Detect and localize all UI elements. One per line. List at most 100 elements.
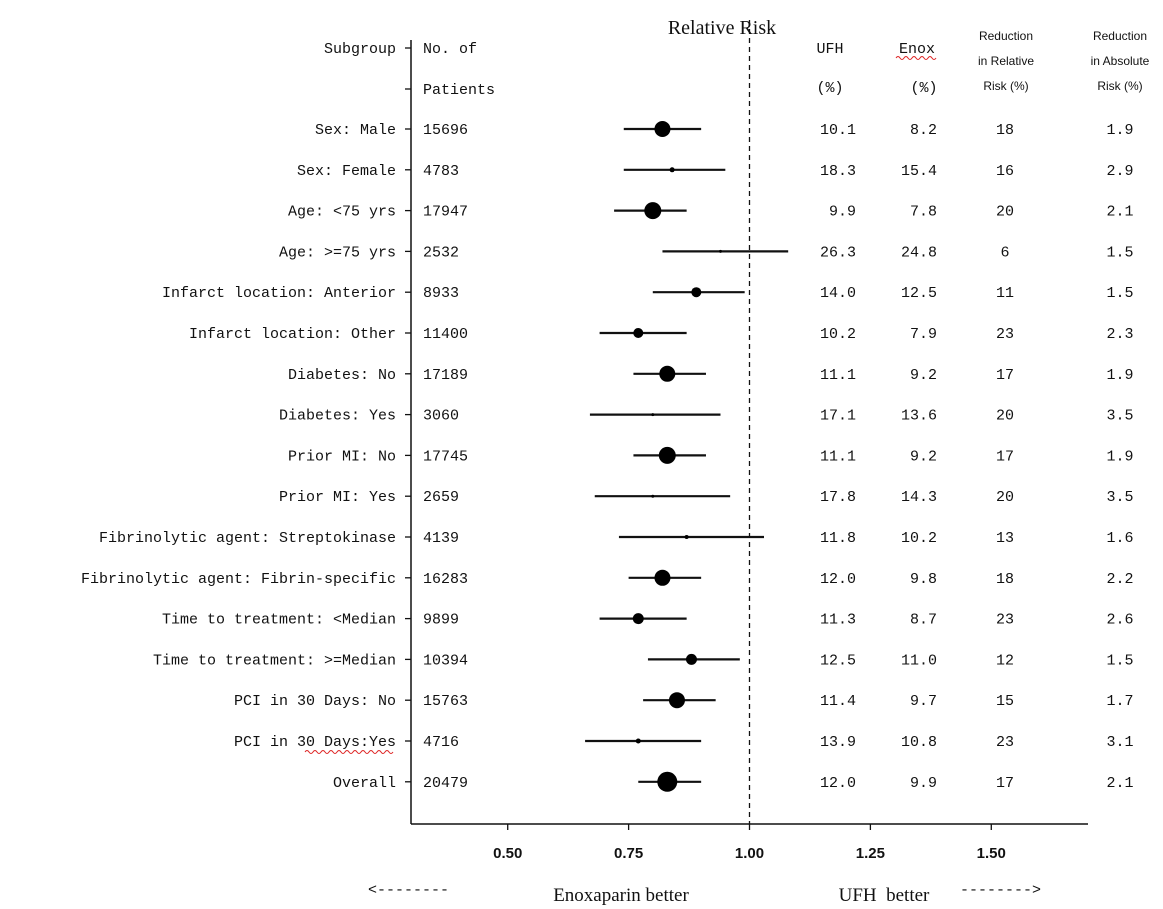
ufh-header-line2: (%) — [816, 80, 843, 97]
ufh-better-note: UFH better — [839, 885, 930, 906]
point-estimate — [651, 413, 655, 417]
subgroup-label: Prior MI: Yes — [279, 489, 396, 506]
patient-count: 8933 — [423, 285, 459, 302]
forest-row: Diabetes: Yes 3060 17.1 13.6 20 3.5 — [279, 408, 1134, 425]
patient-count: 17189 — [423, 367, 468, 384]
enox-rate: 9.2 — [910, 448, 937, 465]
point-estimate — [654, 121, 671, 137]
enox-rate: 8.2 — [910, 122, 937, 139]
subgroup-label: Sex: Female — [297, 163, 396, 180]
point-estimate — [658, 446, 676, 464]
point-estimate — [654, 569, 671, 586]
absolute-risk-reduction: 2.2 — [1106, 571, 1133, 588]
patient-count: 15696 — [423, 122, 468, 139]
subgroup-label: Time to treatment: >=Median — [153, 652, 396, 669]
point-estimate — [659, 365, 676, 382]
ufh-rate: 26.3 — [820, 244, 856, 261]
patient-count: 10394 — [423, 652, 468, 669]
enox-rate: 9.9 — [910, 775, 937, 792]
subgroup-label: Age: <75 yrs — [288, 204, 396, 221]
x-tick-label: 1.50 — [977, 845, 1006, 862]
relative-risk-reduction: 18 — [996, 571, 1014, 588]
abs-reduction-header-line3: Risk (%) — [1097, 79, 1142, 93]
patient-count: 3060 — [423, 408, 459, 425]
abs-reduction-header-line1: Reduction — [1093, 29, 1147, 43]
absolute-risk-reduction: 1.9 — [1106, 367, 1133, 384]
patients-header-line1: No. of — [423, 41, 477, 58]
patient-count: 4139 — [423, 530, 459, 547]
spellcheck-underline — [895, 56, 937, 60]
point-estimate — [644, 202, 662, 220]
subgroup-label: Prior MI: No — [288, 448, 396, 465]
subgroup-label: Diabetes: No — [288, 367, 396, 384]
point-estimate — [691, 287, 702, 298]
enox-rate: 7.8 — [910, 204, 937, 221]
forest-row: Time to treatment: <Median 9899 11.3 8.7 23 2… — [162, 612, 1134, 629]
relative-risk-reduction: 12 — [996, 652, 1014, 669]
enox-rate: 10.2 — [901, 530, 937, 547]
absolute-risk-reduction: 2.9 — [1106, 163, 1133, 180]
relative-risk-reduction: 17 — [996, 367, 1014, 384]
patient-count: 2532 — [423, 244, 459, 261]
relative-risk-reduction: 16 — [996, 163, 1014, 180]
patients-header-line2: Patients — [423, 82, 495, 99]
absolute-risk-reduction: 1.7 — [1106, 693, 1133, 710]
absolute-risk-reduction: 1.5 — [1106, 244, 1133, 261]
relative-risk-reduction: 17 — [996, 775, 1014, 792]
relative-risk-reduction: 17 — [996, 448, 1014, 465]
point-estimate — [718, 249, 722, 253]
rel-reduction-header-line3: Risk (%) — [983, 79, 1028, 93]
patient-count: 2659 — [423, 489, 459, 506]
forest-row: PCI in 30 Days:Yes 4716 13.9 10.8 23 3.1 — [234, 734, 1134, 754]
forest-row: Age: <75 yrs 17947 9.9 7.8 20 2.1 — [288, 202, 1134, 221]
ufh-rate: 12.0 — [820, 775, 856, 792]
relative-risk-reduction: 20 — [996, 204, 1014, 221]
point-estimate — [657, 771, 678, 792]
subgroup-label: Infarct location: Other — [189, 326, 396, 343]
point-estimate — [651, 494, 655, 498]
relative-risk-reduction: 15 — [996, 693, 1014, 710]
relative-risk-reduction: 20 — [996, 489, 1014, 506]
point-estimate — [669, 167, 675, 173]
ufh-rate: 10.1 — [820, 122, 856, 139]
patient-count: 4716 — [423, 734, 459, 751]
forest-row: Fibrinolytic agent: Fibrin-specific 16283… — [81, 569, 1134, 588]
patient-count: 9899 — [423, 612, 459, 629]
enox-rate: 9.2 — [910, 367, 937, 384]
right-arrow: --------> — [960, 882, 1041, 899]
ufh-header-line1: UFH — [816, 41, 843, 58]
subgroup-label: Sex: Male — [315, 122, 396, 139]
patient-count: 11400 — [423, 326, 468, 343]
enox-rate: 24.8 — [901, 244, 937, 261]
patient-count: 16283 — [423, 571, 468, 588]
forest-row: Prior MI: Yes 2659 17.8 14.3 20 3.5 — [279, 489, 1134, 506]
absolute-risk-reduction: 1.6 — [1106, 530, 1133, 547]
absolute-risk-reduction: 1.9 — [1106, 448, 1133, 465]
patient-count: 17745 — [423, 448, 468, 465]
point-estimate — [632, 613, 644, 625]
enox-rate: 9.8 — [910, 571, 937, 588]
absolute-risk-reduction: 1.5 — [1106, 652, 1133, 669]
absolute-risk-reduction: 2.6 — [1106, 612, 1133, 629]
patient-count: 4783 — [423, 163, 459, 180]
forest-row: Age: >=75 yrs 2532 26.3 24.8 6 1.5 — [279, 244, 1134, 261]
y-axis-ticks — [405, 47, 411, 783]
enox-header-line1: Enox — [899, 41, 935, 58]
subgroup-label: PCI in 30 Days: No — [234, 693, 396, 710]
enox-rate: 12.5 — [901, 285, 937, 302]
forest-row: Overall 20479 12.0 9.9 17 2.1 — [333, 771, 1134, 792]
ufh-rate: 11.1 — [820, 448, 856, 465]
forest-row: Sex: Female 4783 18.3 15.4 16 2.9 — [297, 163, 1134, 180]
ufh-rate: 13.9 — [820, 734, 856, 751]
patient-count: 17947 — [423, 204, 468, 221]
enox-rate: 14.3 — [901, 489, 937, 506]
ufh-rate: 10.2 — [820, 326, 856, 343]
absolute-risk-reduction: 2.3 — [1106, 326, 1133, 343]
x-tick-label: 0.75 — [614, 845, 643, 862]
relative-risk-reduction: 13 — [996, 530, 1014, 547]
enox-rate: 11.0 — [901, 652, 937, 669]
forest-row: Diabetes: No 17189 11.1 9.2 17 1.9 — [288, 365, 1134, 384]
absolute-risk-reduction: 3.5 — [1106, 408, 1133, 425]
subgroup-label: Infarct location: Anterior — [162, 285, 396, 302]
